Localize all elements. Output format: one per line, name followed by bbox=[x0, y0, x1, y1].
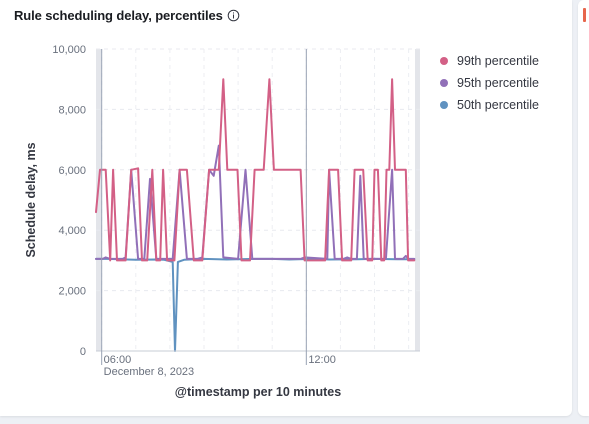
series-line bbox=[95, 144, 416, 260]
axis-layer: 0 2,000 4,000 6,000 8,000 10,000 06:00 12:00 Dec… bbox=[24, 44, 420, 399]
legend-label: 95th percentile bbox=[457, 76, 540, 90]
y-tick-label: 0 bbox=[80, 346, 86, 358]
legend-swatch bbox=[440, 57, 448, 65]
y-tick-label: 6,000 bbox=[58, 165, 86, 177]
x-tick-label: 06:00 bbox=[104, 354, 132, 366]
grid-layer bbox=[96, 48, 420, 351]
adjacent-panel-edge bbox=[578, 0, 589, 416]
series-line bbox=[95, 257, 416, 352]
x-tick-label: 12:00 bbox=[308, 354, 336, 366]
legend-item[interactable]: 50th percentile bbox=[440, 94, 539, 116]
x-date-label: December 8, 2023 bbox=[104, 366, 194, 378]
y-tick-label: 2,000 bbox=[58, 286, 86, 298]
y-tick-label: 8,000 bbox=[58, 104, 86, 116]
plot-edge-band-right bbox=[415, 49, 420, 351]
chart-legend: 99th percentile 95th percentile 50th perce… bbox=[440, 50, 539, 116]
series-line bbox=[95, 78, 416, 262]
adjacent-panel-accent bbox=[583, 8, 586, 22]
line-chart: 0 2,000 4,000 6,000 8,000 10,000 06:00 12:00 Dec… bbox=[24, 44, 420, 399]
legend-item[interactable]: 95th percentile bbox=[440, 72, 539, 94]
panel-title: Rule scheduling delay, percentiles bbox=[14, 8, 223, 23]
y-tick-label: 10,000 bbox=[52, 44, 86, 56]
panel-header: Rule scheduling delay, percentiles bbox=[14, 8, 240, 23]
y-axis-title: Schedule delay, ms bbox=[24, 142, 38, 257]
legend-swatch bbox=[440, 79, 448, 87]
legend-label: 50th percentile bbox=[457, 98, 540, 112]
legend-swatch bbox=[440, 101, 448, 109]
legend-item[interactable]: 99th percentile bbox=[440, 50, 539, 72]
chart-panel: Rule scheduling delay, percentiles 0 2,00… bbox=[0, 0, 572, 416]
legend-label: 99th percentile bbox=[457, 54, 540, 68]
plot-edge-band-left bbox=[96, 49, 101, 351]
series-layer bbox=[95, 78, 416, 352]
x-axis-title: @timestamp per 10 minutes bbox=[175, 385, 341, 399]
y-tick-label: 4,000 bbox=[58, 225, 86, 237]
info-circle-icon[interactable] bbox=[227, 9, 240, 22]
